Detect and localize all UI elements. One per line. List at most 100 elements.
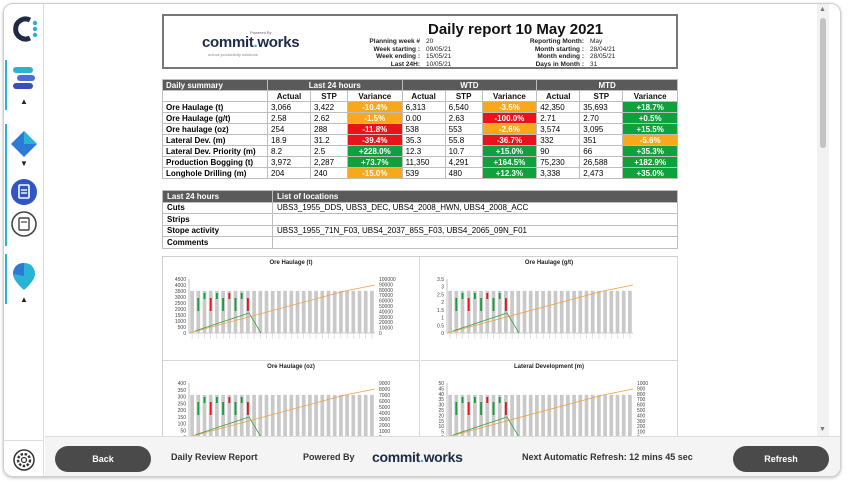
plan-bar [528, 394, 533, 436]
row-label: Lateral Dev. Priority (m) [162, 145, 268, 157]
actual-marker [222, 298, 225, 311]
variance-cell: -39.4% [347, 134, 403, 146]
variance-cell: -5.6% [622, 134, 678, 146]
chart-plot: 5045403530252015105010009008007006005004… [438, 381, 648, 436]
value-cell: 8.2 [266, 145, 312, 157]
plan-bar [202, 394, 207, 436]
y2-tick-label: 20000 [379, 320, 393, 326]
plan-bar [363, 394, 368, 436]
actual-marker [473, 397, 476, 403]
refresh-countdown: Next Automatic Refresh: 12 mins 45 sec [522, 452, 693, 462]
y-tick-label: 45 [438, 386, 444, 392]
actual-marker [197, 402, 200, 415]
back-button[interactable]: Back [55, 446, 151, 472]
y2-tick-label: 9000 [379, 381, 390, 387]
actual-marker [209, 402, 212, 415]
gear-icon[interactable] [12, 448, 36, 472]
actual-marker [461, 397, 464, 403]
scroll-up-icon[interactable]: ▲ [819, 6, 826, 13]
plan-bar [466, 290, 471, 333]
table-row: Ore Haulage (g/t) 2.58 2.62 -1.5% 0.00 2.63 -1… [162, 112, 678, 124]
plan-bar [289, 290, 294, 333]
meta-value: 10/05/21 [426, 60, 452, 68]
stack-icon[interactable] [8, 62, 40, 94]
value-cell: 2.5 [310, 145, 348, 157]
meta-row: Last 24H: 10/05/21 [360, 60, 452, 69]
plan-bar [454, 394, 459, 436]
summary-subheader-row: Actual STP Variance Actual STP Variance Actual… [162, 90, 678, 102]
actual-marker [498, 397, 501, 403]
y-tick-label: 3000 [175, 295, 186, 301]
expand-arrow-icon[interactable]: ▼ [20, 159, 28, 168]
plan-bar [339, 290, 343, 333]
actual-marker [504, 402, 507, 415]
y2-tick-label: 0 [637, 435, 640, 436]
diamond-icon[interactable] [8, 128, 40, 160]
plan-bar [351, 290, 356, 333]
summary-header-cell: Last 24 hours [267, 79, 403, 91]
plan-bar [233, 394, 238, 436]
plan-bar [252, 290, 256, 333]
report-icon[interactable] [8, 176, 40, 208]
plan-bar [491, 290, 496, 333]
cumulative-actual-line [194, 416, 261, 436]
y-tick-label: 3 [441, 285, 444, 291]
plan-bar [308, 290, 312, 333]
row-label: Lateral Dev. (m) [162, 134, 268, 146]
plan-bar [535, 394, 539, 436]
collapse-arrow-icon[interactable]: ▲ [20, 295, 28, 304]
value-cell: 288 [310, 123, 348, 135]
variance-cell: -3.5% [481, 101, 538, 113]
y2-tick-label: 6000 [379, 399, 390, 405]
plan-bar [301, 394, 306, 436]
y-tick-label: 35 [438, 397, 444, 403]
y-tick-label: 0 [183, 331, 186, 337]
plan-bar [510, 290, 514, 333]
refresh-button[interactable]: Refresh [733, 446, 829, 472]
locations-header-row: Last 24 hours List of locations [162, 190, 678, 203]
chart-plot: 4500400035003000250020001500100050001000… [175, 277, 396, 339]
plan-bar [504, 394, 508, 436]
plan-bar [553, 290, 558, 333]
summary-subheader-cell: Variance [347, 90, 403, 102]
y2-tick-label: 30000 [379, 315, 393, 321]
scroll-down-icon[interactable]: ▼ [819, 426, 826, 433]
vertical-scrollbar[interactable]: ▲ ▼ [817, 4, 829, 436]
value-cell: 55.8 [444, 134, 483, 146]
chart-plot: 3.5 32.5 2 1.5 10.5 0 [437, 277, 634, 339]
value-cell: 2,287 [310, 156, 348, 168]
actual-marker [480, 298, 483, 311]
location-pin-icon[interactable] [8, 260, 40, 292]
scroll-thumb[interactable] [820, 18, 826, 148]
report-content: Powered By commit.works unlock productiv… [45, 4, 829, 436]
meta-value: 09/05/21 [426, 45, 452, 53]
location-label: Strips [162, 213, 273, 226]
y-tick-label: 25 [438, 408, 444, 414]
summary-subheader-cell: Actual [266, 90, 312, 102]
y-tick-label: 2.5 [437, 292, 444, 298]
actual-marker [467, 402, 470, 415]
plan-bar [628, 394, 632, 436]
y-tick-label: 50 [438, 381, 444, 387]
y-tick-label: 3.5 [437, 277, 444, 283]
chart-title: Ore Haulage (g/t) [524, 260, 574, 266]
variance-cell: +12.3% [481, 167, 538, 179]
actual-marker [486, 293, 489, 299]
plan-bar [479, 394, 483, 436]
plan-bar [277, 290, 281, 333]
y-tick-label: 200 [178, 408, 187, 414]
summary-header-cell: Daily summary [162, 79, 268, 91]
value-cell: 2.71 [536, 112, 581, 124]
location-label: Cuts [162, 201, 273, 214]
plan-bar [215, 394, 219, 436]
collapse-arrow-icon[interactable]: ▲ [20, 97, 28, 106]
value-cell: 351 [579, 134, 624, 146]
table-row: Strips [162, 213, 678, 226]
plan-bar [357, 290, 362, 333]
document-icon[interactable] [8, 208, 40, 240]
plan-bar [351, 394, 356, 436]
plan-bar [314, 394, 318, 436]
plan-bar [590, 290, 595, 333]
row-label: Production Bogging (t) [162, 156, 268, 168]
plan-bar [239, 290, 244, 333]
